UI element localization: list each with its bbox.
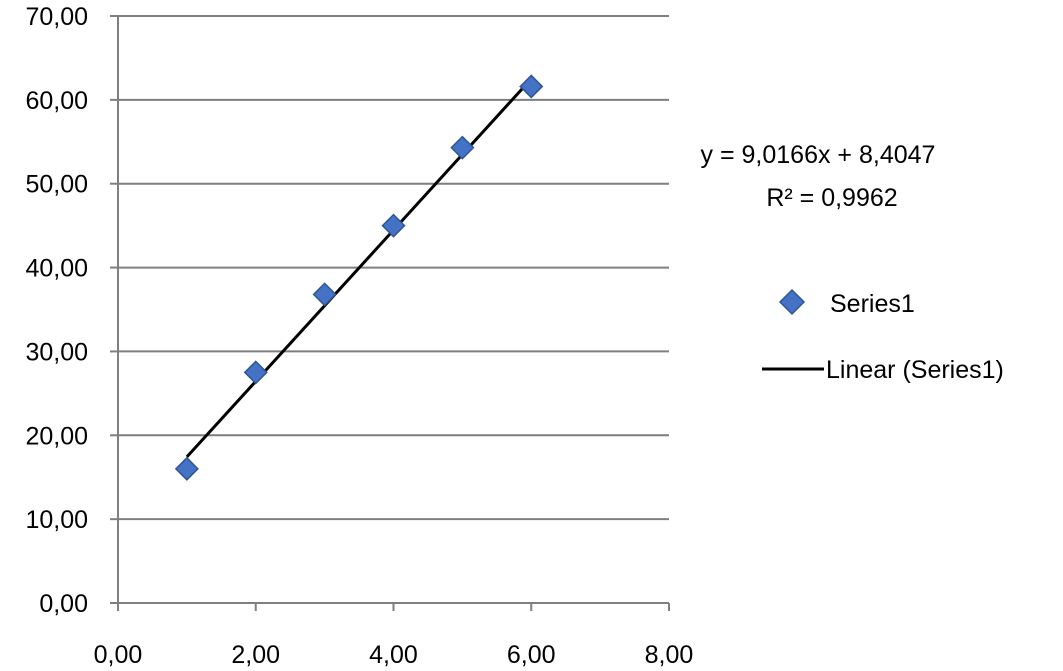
axes — [110, 15, 670, 611]
r-squared-text: R² = 0,9962 — [766, 184, 897, 212]
data-point — [312, 282, 337, 307]
x-tick-label: 6,00 — [507, 641, 556, 669]
trendline-equation: y = 9,0166x + 8,4047 R² = 0,9962 — [701, 141, 936, 212]
legend-label-series1: Series1 — [830, 290, 915, 318]
data-point — [174, 456, 199, 481]
y-tick-label: 0,00 — [39, 590, 88, 618]
legend-item-linear: Linear (Series1) — [762, 356, 1004, 384]
trendline — [185, 77, 533, 458]
data-point — [519, 74, 544, 99]
y-tick-label: 20,00 — [25, 422, 88, 450]
x-tick-label: 8,00 — [645, 641, 694, 669]
data-point — [381, 213, 406, 238]
y-tick-label: 60,00 — [25, 87, 88, 115]
data-point — [243, 360, 268, 385]
y-tick-label: 50,00 — [25, 171, 88, 199]
equation-text: y = 9,0166x + 8,4047 — [701, 141, 936, 169]
x-tick-label: 0,00 — [94, 641, 143, 669]
legend: Series1 Linear (Series1) — [762, 288, 1004, 384]
tick-labels: 0,00 10,00 20,00 30,00 40,00 50,00 60,00 70,00 0… — [25, 3, 693, 669]
y-tick-label: 40,00 — [25, 255, 88, 283]
legend-diamond-icon — [778, 288, 806, 316]
data-point — [450, 135, 475, 160]
x-tick-label: 4,00 — [369, 641, 418, 669]
legend-item-series1: Series1 — [778, 288, 915, 318]
x-tick-label: 2,00 — [231, 641, 280, 669]
data-points — [174, 74, 544, 481]
gridlines — [118, 15, 669, 521]
y-tick-label: 10,00 — [25, 506, 88, 534]
y-tick-label: 30,00 — [25, 338, 88, 366]
legend-label-linear: Linear (Series1) — [826, 356, 1004, 384]
trendline-group — [185, 77, 533, 458]
y-tick-label: 70,00 — [25, 3, 88, 31]
